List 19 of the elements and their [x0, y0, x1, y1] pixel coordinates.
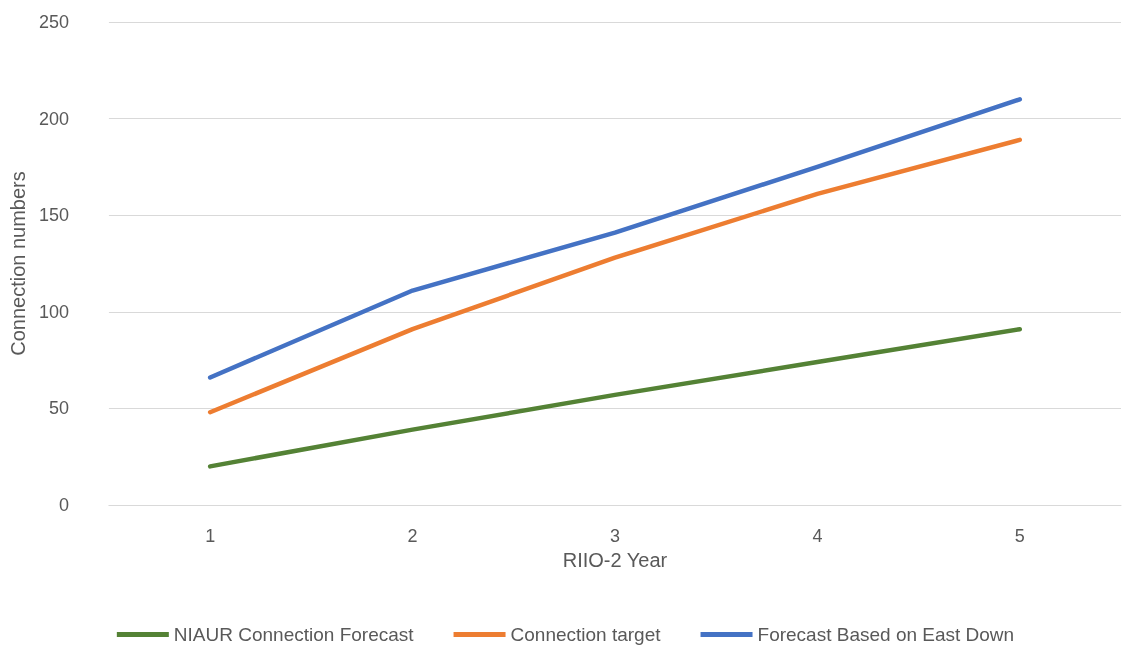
- x-tick-label: 2: [407, 526, 418, 546]
- y-tick-label: 250: [38, 12, 69, 32]
- line-series: [207, 97, 1023, 380]
- x-tick-label: 5: [1014, 526, 1025, 546]
- y-axis-title: Connection numbers: [7, 171, 29, 356]
- y-tick-label: 50: [48, 398, 69, 419]
- legend-label: Connection target: [510, 624, 662, 645]
- y-tick-label: 0: [58, 495, 69, 515]
- x-axis-title: RIIO-2 Year: [562, 549, 668, 571]
- legend-label: NIAUR Connection Forecast: [173, 624, 415, 645]
- line-series: [207, 137, 1023, 415]
- x-tick-label: 1: [205, 526, 216, 546]
- legend-label: Forecast Based on East Down: [757, 624, 1015, 645]
- x-tick-label: 3: [609, 526, 620, 546]
- y-tick-label: 150: [38, 205, 69, 226]
- y-tick-label: 100: [38, 301, 69, 322]
- line-series: [207, 326, 1023, 469]
- y-tick-label: 200: [38, 108, 69, 129]
- x-tick-label: 4: [812, 526, 823, 546]
